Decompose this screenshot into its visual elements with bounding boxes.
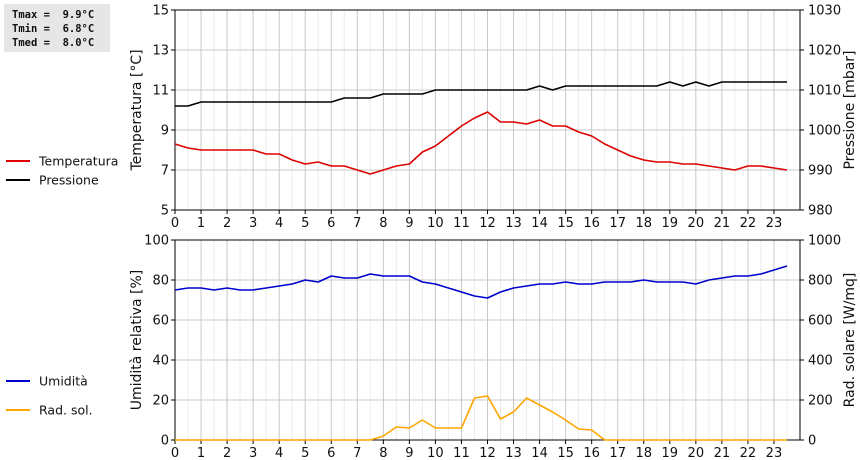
x-tick-label: 0 xyxy=(171,446,179,460)
x-tick-label: 14 xyxy=(531,446,548,460)
legend-label-0: Umidità xyxy=(39,374,88,389)
series-line-0 xyxy=(174,265,788,299)
x-tick-label: 9 xyxy=(405,216,413,231)
x-tick-label: 10 xyxy=(427,446,444,460)
x-tick-label: 14 xyxy=(531,216,548,231)
y-axis-title-left: Temperatura [°C] xyxy=(129,49,145,171)
x-tick-label: 18 xyxy=(635,216,652,231)
x-tick-label: 1 xyxy=(197,446,205,460)
y-tick-label-right: 1000 xyxy=(808,124,841,139)
y-tick-label-left: 15 xyxy=(152,4,169,19)
x-tick-label: 8 xyxy=(379,446,387,460)
legend-label-0: Temperatura xyxy=(38,154,118,169)
x-tick-label: 19 xyxy=(662,446,679,460)
x-tick-label: 13 xyxy=(505,446,522,460)
x-tick-label: 7 xyxy=(353,446,361,460)
x-tick-label: 9 xyxy=(405,446,413,460)
y-tick-label-right: 200 xyxy=(808,394,833,409)
x-tick-label: 12 xyxy=(479,446,496,460)
y-tick-label-left: 11 xyxy=(152,84,169,99)
legend-label-1: Pressione xyxy=(39,173,99,188)
series-line-1 xyxy=(175,395,787,441)
x-tick-label: 23 xyxy=(766,446,783,460)
y-tick-label-left: 5 xyxy=(161,204,169,219)
y-tick-label-right: 980 xyxy=(808,204,833,219)
y-tick-label-left: 100 xyxy=(144,234,169,249)
x-tick-label: 6 xyxy=(327,446,335,460)
y-tick-label-left: 60 xyxy=(152,314,169,329)
series-line-0 xyxy=(174,111,788,175)
x-tick-label: 0 xyxy=(171,216,179,231)
y-axis-title-left: Umidità relativa [%] xyxy=(129,270,145,411)
x-tick-label: 18 xyxy=(635,446,652,460)
x-tick-label: 7 xyxy=(353,216,361,231)
y-tick-label-left: 80 xyxy=(152,274,169,289)
y-tick-label-right: 990 xyxy=(808,164,833,179)
y-tick-label-right: 800 xyxy=(808,274,833,289)
y-tick-label-right: 1020 xyxy=(808,44,841,59)
x-tick-label: 21 xyxy=(714,446,731,460)
x-tick-label: 22 xyxy=(740,216,757,231)
legend-label-1: Rad. sol. xyxy=(39,403,93,418)
x-tick-label: 20 xyxy=(688,446,705,460)
x-tick-label: 23 xyxy=(766,216,783,231)
x-tick-label: 5 xyxy=(301,216,309,231)
y-tick-label-left: 20 xyxy=(152,394,169,409)
x-tick-label: 3 xyxy=(249,216,257,231)
x-tick-label: 19 xyxy=(662,216,679,231)
x-tick-label: 17 xyxy=(609,446,626,460)
y-tick-label-right: 1030 xyxy=(808,4,841,19)
y-tick-label-left: 0 xyxy=(161,434,169,449)
x-tick-label: 6 xyxy=(327,216,335,231)
x-tick-label: 11 xyxy=(453,216,470,231)
x-tick-label: 8 xyxy=(379,216,387,231)
x-tick-label: 15 xyxy=(557,446,574,460)
x-tick-label: 4 xyxy=(275,216,283,231)
y-tick-label-left: 9 xyxy=(161,124,169,139)
x-tick-label: 16 xyxy=(583,446,600,460)
x-tick-label: 10 xyxy=(427,216,444,231)
x-tick-label: 20 xyxy=(688,216,705,231)
y-tick-label-left: 40 xyxy=(152,354,169,369)
x-tick-label: 21 xyxy=(714,216,731,231)
y-tick-label-left: 13 xyxy=(152,44,169,59)
tmax-label: Tmax = 9.9°C xyxy=(12,9,95,21)
y-tick-label-right: 600 xyxy=(808,314,833,329)
x-tick-label: 2 xyxy=(223,216,231,231)
x-tick-label: 3 xyxy=(249,446,257,460)
y-tick-label-left: 7 xyxy=(161,164,169,179)
y-axis-title-right: Rad. solare [W/mq] xyxy=(842,273,858,408)
y-tick-label-right: 400 xyxy=(808,354,833,369)
x-tick-label: 11 xyxy=(453,446,470,460)
tmed-label: Tmed = 8.0°C xyxy=(12,37,95,49)
x-tick-label: 4 xyxy=(275,446,283,460)
x-tick-label: 12 xyxy=(479,216,496,231)
x-tick-label: 13 xyxy=(505,216,522,231)
x-tick-label: 5 xyxy=(301,446,309,460)
stats-box: Tmax = 9.9°C Tmin = 6.8°C Tmed = 8.0°C xyxy=(4,4,110,52)
x-tick-label: 17 xyxy=(609,216,626,231)
y-axis-title-right: Pressione [mbar] xyxy=(842,50,858,169)
x-tick-label: 15 xyxy=(557,216,574,231)
x-tick-label: 22 xyxy=(740,446,757,460)
y-tick-label-right: 1000 xyxy=(808,234,841,249)
tmin-label: Tmin = 6.8°C xyxy=(12,23,95,35)
y-tick-label-right: 1010 xyxy=(808,84,841,99)
x-tick-label: 1 xyxy=(197,216,205,231)
y-tick-label-right: 0 xyxy=(808,434,816,449)
series-line-1 xyxy=(175,81,787,107)
x-tick-label: 2 xyxy=(223,446,231,460)
x-tick-label: 16 xyxy=(583,216,600,231)
